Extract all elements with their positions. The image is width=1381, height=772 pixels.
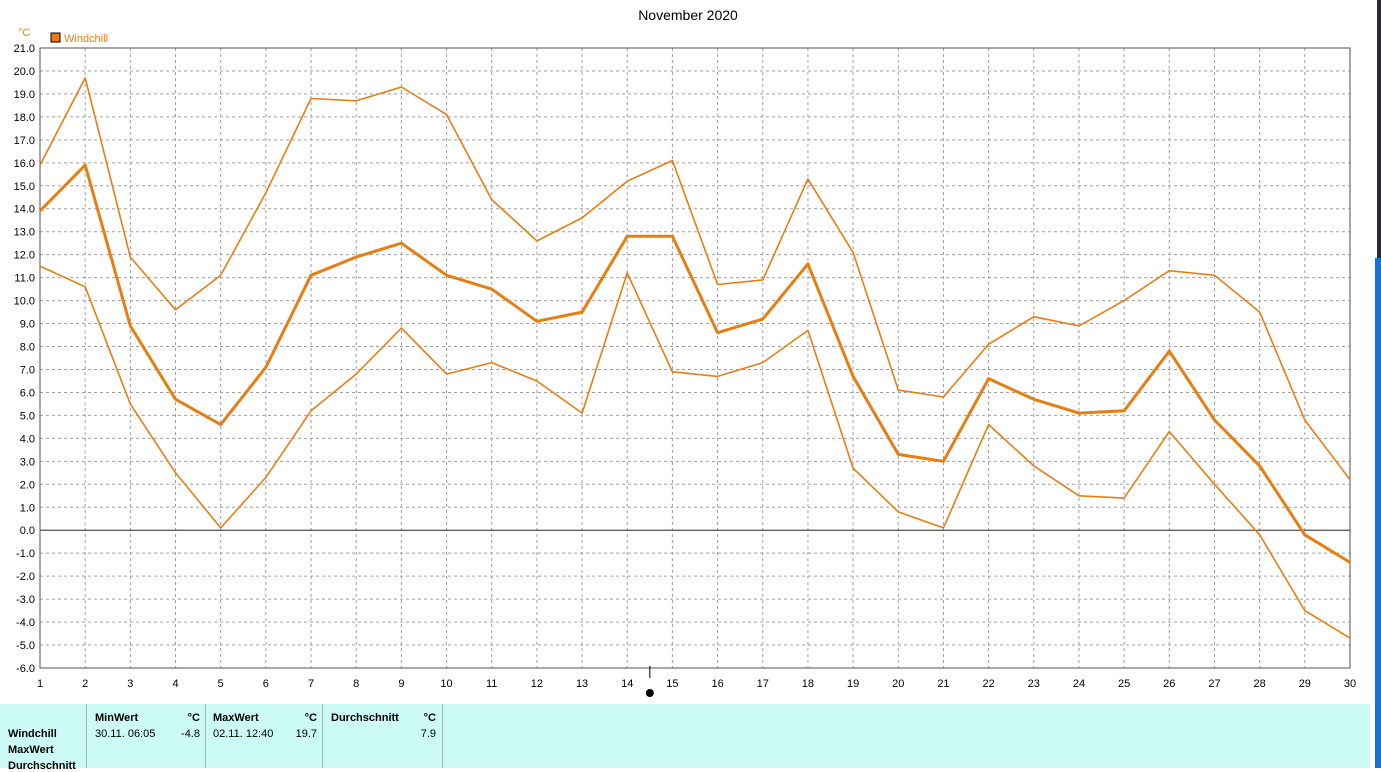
y-tick-label: -2.0 [16,571,35,583]
y-tick-label: 11.0 [14,273,35,285]
min-value: -4.8 [181,728,200,740]
y-tick-label: 10.0 [14,296,35,308]
y-tick-label: 6.0 [20,387,35,399]
y-tick-label: -1.0 [16,548,35,560]
avg-unit: °C [423,712,436,724]
y-tick-label: 8.0 [20,342,35,354]
y-tick-label: 21.0 [14,43,35,55]
x-tick-label: 29 [1299,678,1311,690]
y-tick-label: 1.0 [20,502,35,514]
x-tick-label: 25 [1118,678,1130,690]
x-tick-label: 13 [576,678,588,690]
window-edge-blue [1375,258,1381,768]
chart: November 2020 °C Windchill 21.020.019.01… [14,7,1357,697]
legend-label: Windchill [64,33,108,45]
x-tick-label: 17 [757,678,769,690]
x-tick-label: 8 [353,678,359,690]
y-tick-label: 16.0 [14,158,35,170]
x-tick-label: 20 [892,678,904,690]
y-tick-label: 5.0 [20,410,35,422]
max-time: 02.11. 12:40 [213,728,274,740]
x-tick-label: 26 [1163,678,1175,690]
y-tick-label: 3.0 [20,456,35,468]
x-tick-label: 28 [1254,678,1266,690]
x-tick-label: 5 [218,678,224,690]
row-label-maxwert: MaxWert [8,744,54,756]
y-tick-label: -6.0 [16,663,35,675]
x-tick-label: 21 [937,678,949,690]
series-line-max [39,77,1351,481]
x-tick-label: 6 [263,678,269,690]
chart-title: November 2020 [638,7,738,23]
x-tick-label: 22 [982,678,994,690]
y-tick-label: 4.0 [20,433,35,445]
series-line-min [39,265,1351,639]
series-lines [38,77,1351,639]
tick-labels: 21.020.019.018.017.016.015.014.013.012.0… [14,43,1357,690]
x-tick-label: 7 [308,678,314,690]
y-tick-label: 2.0 [20,479,35,491]
y-tick-label: 17.0 [14,135,35,147]
y-tick-label: -3.0 [16,594,35,606]
x-tick-label: 24 [1073,678,1085,690]
min-header: MinWert [95,712,139,724]
max-value: 19.7 [295,728,317,740]
max-unit: °C [304,712,317,724]
stats-panel: Windchill MaxWert Durchschnitt MinWert °… [0,704,1370,772]
row-label-windchill: Windchill [8,728,57,740]
x-tick-label: 1 [37,678,43,690]
y-tick-label: 15.0 [14,181,35,193]
avg-value: 7.9 [420,728,436,740]
y-tick-label: 0.0 [20,525,35,537]
x-tick-label: 4 [172,678,178,690]
avg-header: Durchschnitt [331,712,399,724]
max-column: MaxWert °C 02.11. 12:40 19.7 [205,704,323,768]
mid-month-dot [645,689,654,697]
x-tick-label: 23 [1028,678,1040,690]
x-tick-label: 19 [847,678,859,690]
y-tick-label: 7.0 [20,364,35,376]
x-tick-label: 10 [440,678,452,690]
row-label-durchschnitt: Durchschnitt [8,760,76,772]
grid [40,48,1350,668]
y-tick-label: 18.0 [14,112,35,124]
avg-column: Durchschnitt °C 7.9 [322,704,443,768]
window-edge-dark [1377,0,1381,258]
x-tick-label: 11 [486,678,497,690]
y-tick-label: 19.0 [14,89,35,101]
y-tick-label: 13.0 [14,227,35,239]
min-column: MinWert °C 30.11. 06:05 -4.8 [86,704,206,768]
min-time: 30.11. 06:05 [95,728,156,740]
y-tick-label: 12.0 [14,250,35,262]
x-tick-label: 30 [1344,678,1356,690]
y-tick-label: 9.0 [20,319,35,331]
x-tick-label: 18 [802,678,814,690]
y-tick-label: 14.0 [14,204,35,216]
x-tick-label: 16 [711,678,723,690]
x-tick-label: 2 [82,678,88,690]
y-tick-label: -5.0 [16,640,35,652]
y-tick-label: 20.0 [14,66,35,78]
x-tick-label: 3 [127,678,133,690]
series-line-avg [38,163,1351,564]
y-tick-label: -4.0 [16,617,35,629]
y-unit-label: °C [18,27,30,39]
x-tick-label: 15 [666,678,678,690]
x-tick-label: 14 [621,678,633,690]
legend-swatch [50,32,61,43]
plot-frame [39,47,1351,669]
min-unit: °C [187,712,200,724]
x-tick-label: 9 [398,678,404,690]
x-tick-label: 27 [1208,678,1220,690]
axes [39,47,1351,697]
max-header: MaxWert [213,712,259,724]
x-tick-label: 12 [531,678,543,690]
